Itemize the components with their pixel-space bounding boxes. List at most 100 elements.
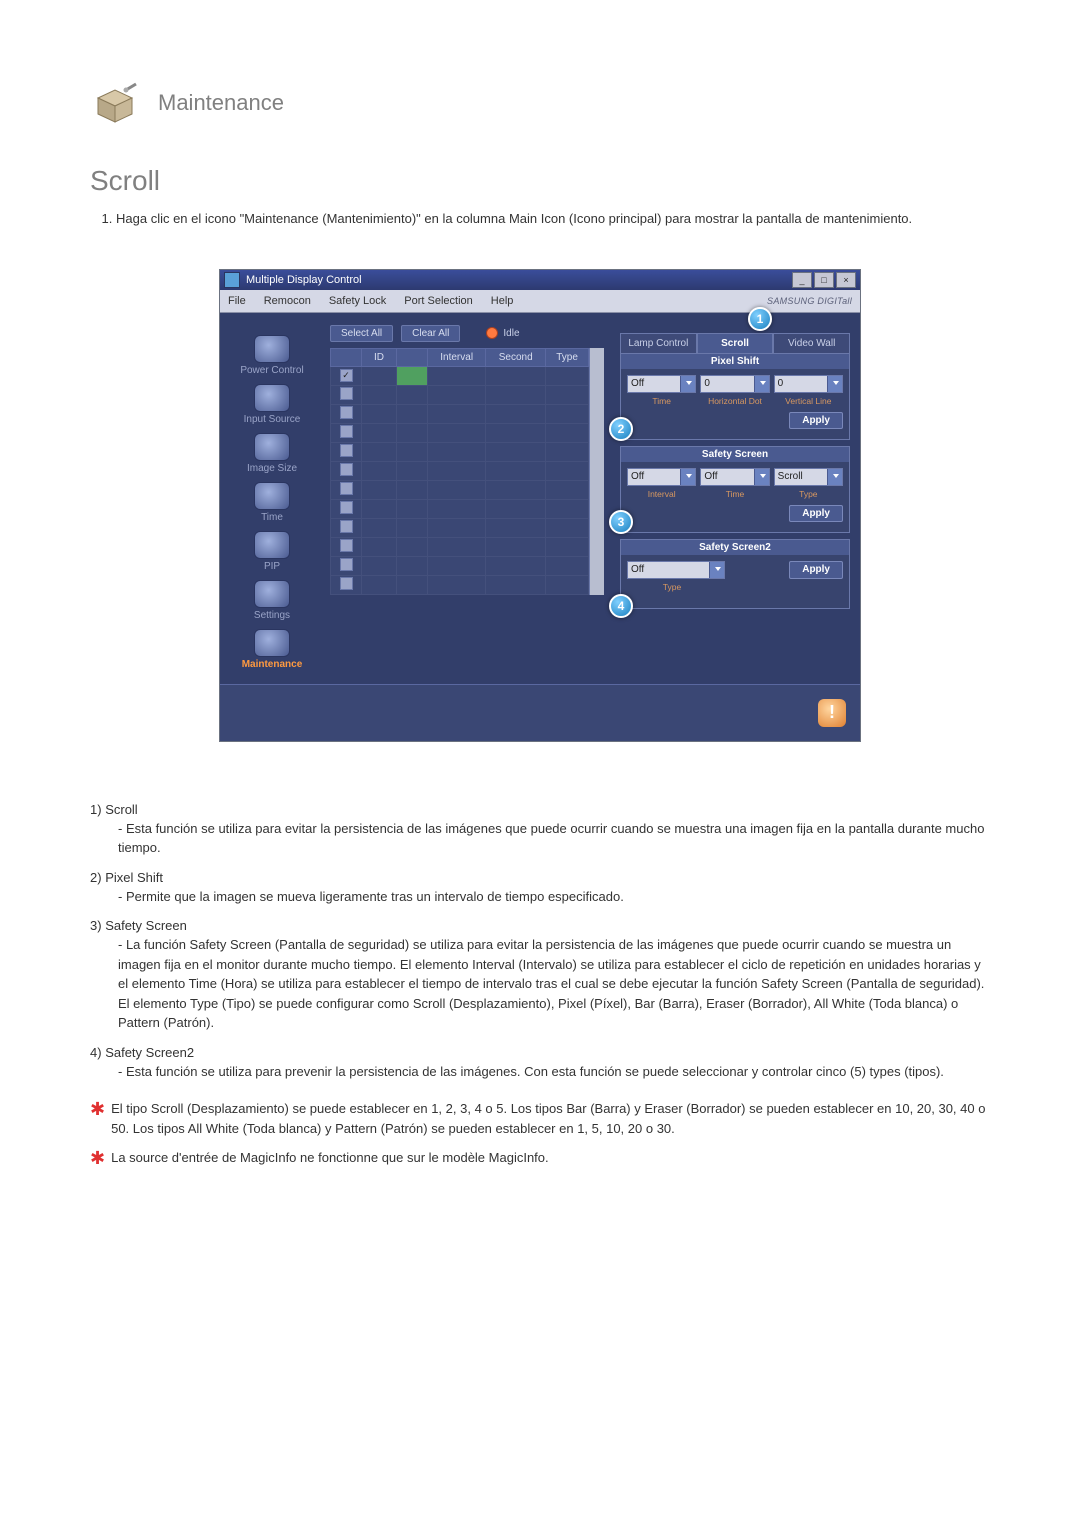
callout-2: 2	[609, 417, 633, 441]
table-row[interactable]	[331, 537, 589, 556]
settings-icon	[254, 580, 290, 608]
table-row[interactable]	[331, 366, 589, 385]
tab-lamp-control[interactable]: Lamp Control	[620, 333, 697, 353]
row-checkbox[interactable]	[340, 444, 353, 457]
menu-port-selection[interactable]: Port Selection	[404, 295, 472, 307]
instruction-item: Haga clic en el icono "Maintenance (Mant…	[116, 209, 990, 229]
sidebar-item-power-control[interactable]: Power Control	[227, 335, 317, 380]
safety-screen-apply-button[interactable]: Apply	[789, 505, 843, 522]
table-scrollbar[interactable]	[589, 348, 604, 595]
sidebar-item-label: PIP	[264, 561, 280, 572]
col-second: Second	[486, 348, 546, 366]
footer-strip: !	[220, 684, 860, 741]
explain-num: 3)	[90, 918, 102, 933]
image-size-icon	[254, 433, 290, 461]
device-table: ID Interval Second Type	[330, 348, 589, 595]
maximize-button[interactable]: □	[814, 272, 834, 288]
tab-scroll[interactable]: Scroll	[697, 333, 774, 353]
explain-desc: - La función Safety Screen (Pantalla de …	[118, 935, 990, 1033]
sidebar-item-settings[interactable]: Settings	[227, 580, 317, 625]
pixel-shift-vline-select[interactable]: 0	[774, 375, 843, 393]
table-row[interactable]	[331, 461, 589, 480]
row-checkbox[interactable]	[340, 520, 353, 533]
input-source-icon	[254, 384, 290, 412]
sidebar-item-label: Settings	[254, 610, 290, 621]
explain-name: Safety Screen	[105, 918, 187, 933]
sidebar-item-maintenance[interactable]: Maintenance	[227, 629, 317, 674]
close-button[interactable]: ×	[836, 272, 856, 288]
safety-screen2-title: Safety Screen2	[621, 540, 849, 555]
row-checkbox[interactable]	[340, 463, 353, 476]
grid-wrap: ID Interval Second Type	[330, 348, 604, 595]
row-checkbox[interactable]	[340, 369, 353, 382]
explain-list: 1) Scroll - Esta función se utiliza para…	[90, 802, 990, 1082]
table-row[interactable]	[331, 480, 589, 499]
table-row[interactable]	[331, 556, 589, 575]
menu-remocon[interactable]: Remocon	[264, 295, 311, 307]
sidebar-item-label: Input Source	[244, 414, 301, 425]
explain-item-3: 3) Safety Screen - La función Safety Scr…	[90, 918, 990, 1033]
sidebar-item-input-source[interactable]: Input Source	[227, 384, 317, 429]
row-checkbox[interactable]	[340, 558, 353, 571]
menu-safety-lock[interactable]: Safety Lock	[329, 295, 386, 307]
explain-desc: - Esta función se utiliza para evitar la…	[118, 819, 990, 858]
explain-desc: - Permite que la imagen se mueva ligeram…	[118, 887, 990, 907]
table-row[interactable]	[331, 423, 589, 442]
sidebar-item-image-size[interactable]: Image Size	[227, 433, 317, 478]
pixel-shift-label-time: Time	[627, 396, 696, 406]
tab-video-wall[interactable]: Video Wall	[773, 333, 850, 353]
star-icon: ✱	[90, 1099, 105, 1138]
row-checkbox[interactable]	[340, 577, 353, 590]
safety-screen-label-time: Time	[700, 489, 769, 499]
center-column: Select All Clear All Idle ID Interval	[324, 313, 610, 684]
idle-label: Idle	[503, 328, 519, 339]
table-row[interactable]	[331, 442, 589, 461]
row-checkbox[interactable]	[340, 406, 353, 419]
safety-screen-type-select[interactable]: Scroll	[774, 468, 843, 486]
safety-screen-interval-select[interactable]: Off	[627, 468, 696, 486]
row-checkbox[interactable]	[340, 425, 353, 438]
menu-help[interactable]: Help	[491, 295, 514, 307]
tabs: Lamp Control Scroll Video Wall	[620, 333, 850, 353]
section-title: Scroll	[90, 165, 990, 197]
table-row[interactable]	[331, 499, 589, 518]
explain-item-4: 4) Safety Screen2 - Esta función se util…	[90, 1045, 990, 1082]
callout-1: 1	[748, 307, 772, 331]
table-row[interactable]	[331, 385, 589, 404]
select-all-button[interactable]: Select All	[330, 325, 393, 342]
explain-num: 4)	[90, 1045, 102, 1060]
safety-screen2-apply-button[interactable]: Apply	[789, 561, 843, 579]
time-icon	[254, 482, 290, 510]
right-column: 1 Lamp Control Scroll Video Wall Pixel S…	[610, 313, 860, 684]
row-checkbox[interactable]	[340, 387, 353, 400]
clear-all-button[interactable]: Clear All	[401, 325, 460, 342]
safety-screen-label-type: Type	[774, 489, 843, 499]
pixel-shift-label-vline: Vertical Line	[774, 396, 843, 406]
sidebar-item-time[interactable]: Time	[227, 482, 317, 527]
row-checkbox[interactable]	[340, 539, 353, 552]
table-row[interactable]	[331, 575, 589, 594]
col-interval: Interval	[428, 348, 486, 366]
safety-screen-label-interval: Interval	[627, 489, 696, 499]
sidebar-item-label: Power Control	[240, 365, 303, 376]
table-row[interactable]	[331, 518, 589, 537]
table-row[interactable]	[331, 404, 589, 423]
pixel-shift-hdot-select[interactable]: 0	[700, 375, 769, 393]
minimize-button[interactable]: _	[792, 272, 812, 288]
safety-screen-time-select[interactable]: Off	[700, 468, 769, 486]
row-checkbox[interactable]	[340, 482, 353, 495]
pixel-shift-time-select[interactable]: Off	[627, 375, 696, 393]
app-window: Multiple Display Control _ □ × File Remo…	[219, 269, 861, 742]
pip-icon	[254, 531, 290, 559]
pixel-shift-apply-button[interactable]: Apply	[789, 412, 843, 429]
explain-desc: - Esta función se utiliza para prevenir …	[118, 1062, 990, 1082]
safety-screen-title: Safety Screen	[621, 447, 849, 462]
safety-screen2-type-select[interactable]: Off	[627, 561, 725, 579]
pixel-shift-panel: Pixel Shift Off 0 0 Time Horizontal Dot …	[620, 353, 850, 440]
info-icon: !	[818, 699, 846, 727]
menu-file[interactable]: File	[228, 295, 246, 307]
note-text: El tipo Scroll (Desplazamiento) se puede…	[111, 1099, 990, 1138]
row-checkbox[interactable]	[340, 501, 353, 514]
idle-dot-icon	[486, 327, 498, 339]
sidebar-item-pip[interactable]: PIP	[227, 531, 317, 576]
